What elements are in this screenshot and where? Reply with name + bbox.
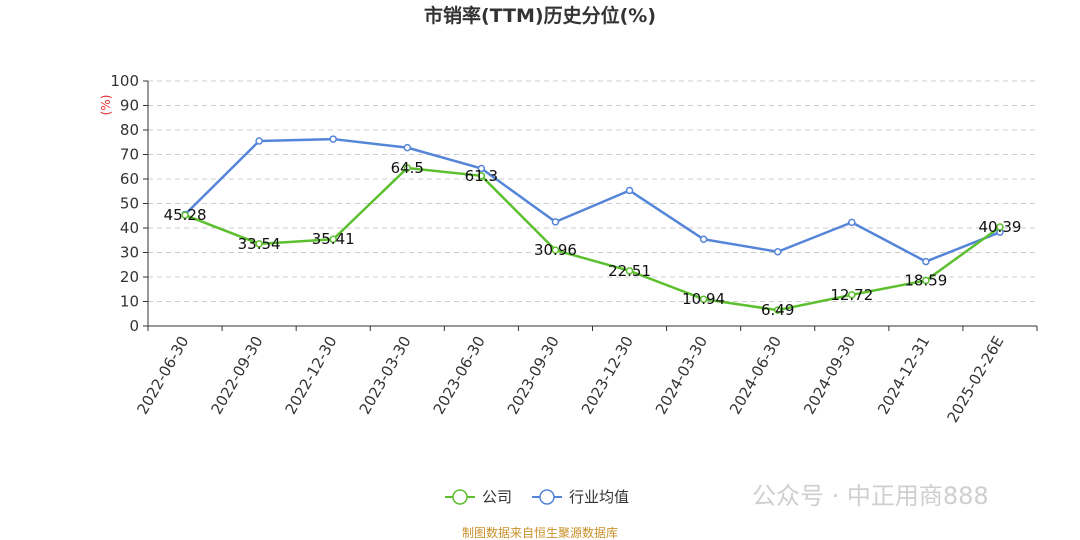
data-point[interactable] xyxy=(848,291,856,299)
x-tick-label: 2024-06-30 xyxy=(726,333,785,418)
data-point[interactable] xyxy=(922,276,930,285)
y-tick-label: 20 xyxy=(120,268,139,286)
data-label: 45.28 xyxy=(164,206,207,224)
data-label: 10.94 xyxy=(682,290,725,308)
series-line-0 xyxy=(184,166,1001,312)
data-point[interactable] xyxy=(922,257,930,266)
data-point[interactable] xyxy=(329,235,337,243)
data-point[interactable] xyxy=(699,295,708,303)
source-note: 制图数据来自恒生聚源数据库 xyxy=(462,525,618,540)
data-labels: 45.28 33.54 35.41 64.5 61.3 30.96 22.51 10.94 6.… xyxy=(164,159,1022,319)
x-tick-label: 2022-06-30 xyxy=(133,333,192,418)
y-tick-label: 10 xyxy=(120,293,139,311)
x-tick-label: 2022-12-30 xyxy=(281,333,340,418)
data-label: 12.72 xyxy=(830,286,873,304)
data-point[interactable] xyxy=(477,164,486,173)
data-point[interactable] xyxy=(403,143,412,152)
x-tick-label: 2025-02-26E xyxy=(944,333,1008,426)
data-label: 18.59 xyxy=(904,271,947,289)
data-label: 6.49 xyxy=(761,301,794,319)
data-point[interactable] xyxy=(255,240,263,248)
x-axis-ticks: 2022-06-30 2022-09-30 2022-12-30 2023-03-30… xyxy=(133,326,1038,426)
x-tick-label: 2023-09-30 xyxy=(504,333,563,418)
y-tick-label: 80 xyxy=(120,121,139,139)
legend-label[interactable]: 行业均值 xyxy=(569,488,629,506)
data-label: 64.5 xyxy=(391,159,424,177)
y-axis-ticks: 0 10 20 30 40 50 60 70 80 90 100 xyxy=(110,72,148,335)
series-lines xyxy=(181,135,1004,314)
data-label: 40.39 xyxy=(978,218,1021,236)
x-tick-label: 2024-03-30 xyxy=(652,333,711,418)
x-tick-label: 2024-09-30 xyxy=(800,333,859,418)
data-point[interactable] xyxy=(773,306,782,314)
legend-marker xyxy=(452,489,468,505)
data-point[interactable] xyxy=(625,267,634,275)
x-tick-label: 2023-12-30 xyxy=(578,333,637,418)
data-point[interactable] xyxy=(255,137,263,145)
data-point[interactable] xyxy=(477,172,486,180)
data-point[interactable] xyxy=(329,135,337,143)
x-tick-label: 2023-03-30 xyxy=(356,333,415,418)
data-point[interactable] xyxy=(551,246,560,254)
data-point[interactable] xyxy=(551,218,560,226)
grid-lines xyxy=(148,80,1037,302)
data-point[interactable] xyxy=(181,211,189,219)
y-tick-label: 30 xyxy=(120,244,139,262)
y-tick-label: 40 xyxy=(120,219,139,237)
y-tick-label: 70 xyxy=(120,146,139,164)
watermark: 公众号 · 中正用商888 xyxy=(752,482,989,510)
data-label: 61.3 xyxy=(465,167,498,185)
legend[interactable]: 公司 行业均值 xyxy=(445,488,629,506)
legend-marker xyxy=(539,489,555,505)
chart-title: 市销率(TTM)历史分位(%) xyxy=(424,4,656,27)
y-tick-label: 60 xyxy=(120,170,139,188)
data-point[interactable] xyxy=(625,186,634,195)
series-line-1 xyxy=(184,137,1001,263)
y-tick-label: 0 xyxy=(129,317,139,335)
data-point[interactable] xyxy=(699,235,708,244)
data-label: 30.96 xyxy=(534,241,577,259)
data-point[interactable] xyxy=(848,218,856,227)
data-point[interactable] xyxy=(403,164,412,172)
data-label: 33.54 xyxy=(238,235,281,253)
x-tick-label: 2024-12-31 xyxy=(874,333,933,418)
data-label: 22.51 xyxy=(608,262,651,280)
data-point[interactable] xyxy=(996,223,1004,231)
data-point[interactable] xyxy=(773,248,782,256)
legend-label[interactable]: 公司 xyxy=(482,488,512,506)
x-tick-label: 2022-09-30 xyxy=(207,333,266,418)
y-tick-label: 90 xyxy=(120,97,139,115)
x-tick-label: 2023-06-30 xyxy=(430,333,489,418)
data-label: 35.41 xyxy=(312,230,355,248)
y-axis-unit-label: (%) xyxy=(99,95,113,116)
y-tick-label: 100 xyxy=(110,72,139,90)
y-tick-label: 50 xyxy=(120,195,139,213)
